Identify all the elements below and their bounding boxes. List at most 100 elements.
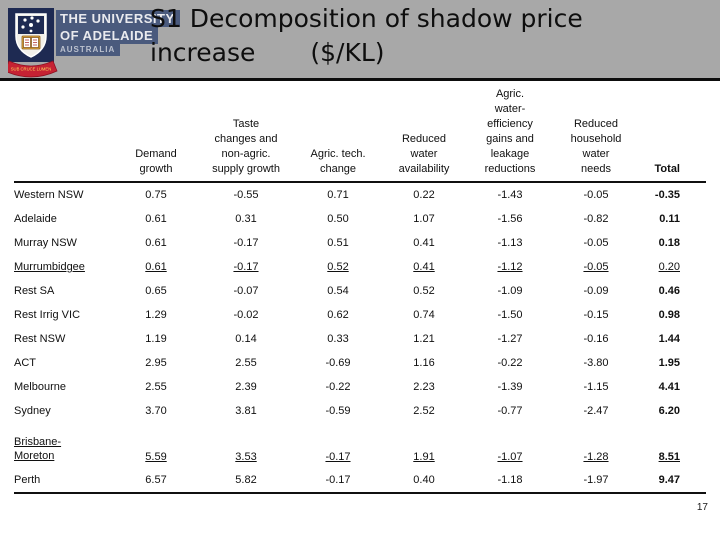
value-cell: -1.18	[466, 468, 554, 494]
value-cell: 1.16	[413, 357, 435, 369]
total-cell: 9.47	[638, 468, 706, 494]
table-row: Rest NSW 1.19 0.14 0.33 1.21 -1.27 -0.16 1.44	[14, 327, 706, 351]
value-cell: -0.22	[497, 357, 523, 369]
column-header: Total	[638, 87, 706, 183]
table-row: Rest Irrig VIC 1.29 -0.02 0.62 0.74 -1.50 -0.1…	[14, 303, 706, 327]
slide-title-unit: ($/KL)	[310, 38, 385, 67]
total-cell: 0.46	[658, 285, 680, 297]
table-row: Murray NSW 0.61 -0.17 0.51 0.41 -1.13 -0.05 0.1…	[14, 231, 706, 255]
value-cell: -1.07	[497, 451, 523, 463]
total-cell: 4.41	[658, 381, 680, 393]
row-label: Adelaide	[14, 213, 57, 225]
university-crest-icon: SUB CRUCE LUMEN	[8, 8, 58, 78]
value-cell: -0.22	[325, 381, 351, 393]
table-row: Melbourne 2.55 2.39 -0.22 2.23 -1.39 -1.15 4.41	[14, 375, 706, 399]
value-cell: 0.52	[413, 285, 435, 297]
row-label: Murrumbidgee	[14, 261, 85, 273]
total-cell: 6.20	[658, 405, 680, 417]
row-label: Rest NSW	[14, 333, 66, 345]
row-label: Melbourne	[14, 381, 66, 393]
value-cell: 0.22	[413, 189, 435, 201]
decomposition-table: Demand growth Taste changes and non-agric. su…	[14, 87, 706, 494]
logo-text-line3: AUSTRALIA	[56, 44, 121, 56]
value-cell: -0.59	[325, 405, 351, 417]
value-cell: 3.81	[235, 405, 257, 417]
value-cell: 3.53	[235, 451, 257, 463]
table-header-row: Demand growth Taste changes and non-agric. su…	[14, 87, 706, 183]
value-cell: 1.91	[413, 451, 435, 463]
table-row: Perth 6.57 5.82 -0.17 0.40 -1.18 -1.97 9.47	[14, 468, 706, 494]
total-cell: 1.44	[658, 333, 680, 345]
value-cell: 0.61	[145, 237, 167, 249]
value-cell: -0.16	[583, 333, 609, 345]
logo-text-line2: OF ADELAIDE	[56, 27, 159, 44]
university-wordmark: THE UNIVERSITY OF ADELAIDE AUSTRALIA	[56, 10, 180, 56]
row-label: ACT	[14, 357, 36, 369]
value-cell: 0.71	[327, 189, 349, 201]
value-cell: 1.21	[413, 333, 435, 345]
table-body: Western NSW 0.75 -0.55 0.71 0.22 -1.43 -0.05 -0…	[14, 182, 706, 494]
value-cell: -0.17	[233, 237, 259, 249]
value-cell: 0.75	[145, 189, 167, 201]
total-cell: 8.51	[658, 451, 680, 463]
value-cell: 0.14	[235, 333, 257, 345]
value-cell: 5.82	[198, 468, 294, 494]
value-cell: -0.15	[583, 309, 609, 321]
value-cell: 5.59	[145, 451, 167, 463]
table-row: Rest SA 0.65 -0.07 0.54 0.52 -1.09 -0.09 0.46	[14, 279, 706, 303]
value-cell: 0.51	[327, 237, 349, 249]
column-header: Agric. water-efficiency gains and leakage re…	[466, 87, 554, 183]
value-cell: -0.17	[294, 468, 382, 494]
row-label: Murray NSW	[14, 237, 77, 249]
value-cell: -1.39	[497, 381, 523, 393]
value-cell: 0.65	[145, 285, 167, 297]
table-row: Adelaide 0.61 0.31 0.50 1.07 -1.56 -0.82 0.11	[14, 207, 706, 231]
row-label: Brisbane- Moreton	[14, 436, 62, 462]
value-cell: 6.57	[114, 468, 198, 494]
value-cell: -0.69	[325, 357, 351, 369]
value-cell: -1.12	[497, 261, 523, 273]
value-cell: -1.43	[497, 189, 523, 201]
row-label: Rest Irrig VIC	[14, 309, 81, 321]
total-cell: 0.98	[658, 309, 680, 321]
page-number: 17	[696, 502, 708, 513]
value-cell: -1.15	[583, 381, 609, 393]
value-cell: 2.23	[413, 381, 435, 393]
column-header: Agric. tech. change	[294, 87, 382, 183]
value-cell: -0.77	[497, 405, 523, 417]
value-cell: 0.41	[413, 261, 435, 273]
value-cell: -1.50	[497, 309, 523, 321]
value-cell: 0.61	[145, 213, 167, 225]
value-cell: -3.80	[583, 357, 609, 369]
value-cell: -0.02	[233, 309, 259, 321]
value-cell: -0.55	[233, 189, 259, 201]
row-label: Sydney	[14, 405, 51, 417]
total-cell: -0.35	[654, 189, 680, 201]
value-cell: -1.28	[583, 451, 609, 463]
value-cell: -1.56	[497, 213, 523, 225]
value-cell: 1.19	[145, 333, 167, 345]
value-cell: 0.62	[327, 309, 349, 321]
value-cell: 2.55	[235, 357, 257, 369]
table-row: Sydney 3.70 3.81 -0.59 2.52 -0.77 -2.47 6.20	[14, 399, 706, 423]
value-cell: 1.07	[413, 213, 435, 225]
value-cell: 1.29	[145, 309, 167, 321]
value-cell: -0.17	[233, 261, 259, 273]
table-row: Murrumbidgee 0.61 -0.17 0.52 0.41 -1.12 -0.05 0…	[14, 255, 706, 279]
slide-title-line2: increase ($/KL)	[150, 36, 710, 70]
slide-title-word: increase	[150, 38, 256, 67]
crest-motto: SUB CRUCE LUMEN	[11, 67, 52, 72]
value-cell: -0.07	[233, 285, 259, 297]
total-cell: 0.20	[658, 261, 680, 273]
slide-header: SUB CRUCE LUMEN THE UNIVERSITY OF ADELAI…	[0, 0, 720, 81]
value-cell: -0.17	[325, 451, 351, 463]
value-cell: 3.70	[145, 405, 167, 417]
value-cell: -0.82	[583, 213, 609, 225]
value-cell: -0.05	[583, 261, 609, 273]
row-label: Western NSW	[14, 189, 84, 201]
table-row: Western NSW 0.75 -0.55 0.71 0.22 -1.43 -0.05 -0…	[14, 182, 706, 207]
value-cell: 0.31	[235, 213, 257, 225]
row-label: Rest SA	[14, 285, 55, 297]
value-cell: -0.05	[583, 189, 609, 201]
logo-text-line1: THE UNIVERSITY	[56, 10, 180, 27]
